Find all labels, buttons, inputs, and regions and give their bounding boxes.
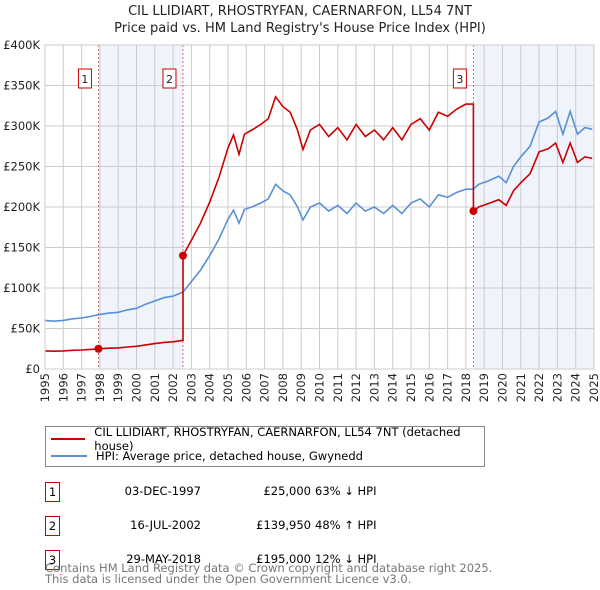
transaction-hpi: 48% ↑ HPI xyxy=(315,518,377,532)
sale-label-box xyxy=(452,68,467,89)
x-tick-label: 2012 xyxy=(349,373,363,402)
legend-swatch-hpi xyxy=(51,455,87,457)
x-tick-label: 2021 xyxy=(514,373,528,402)
footer-licence: This data is licensed under the Open Gov… xyxy=(45,572,412,586)
legend: CIL LLIDIART, RHOSTRYFAN, CAERNARFON, LL… xyxy=(45,425,485,467)
chart-title: CIL LLIDIART, RHOSTRYFAN, CAERNARFON, LL… xyxy=(128,4,472,19)
x-tick-label: 2007 xyxy=(258,373,272,402)
x-tick-label: 2006 xyxy=(239,373,253,402)
x-tick-label: 2019 xyxy=(477,373,491,402)
legend-swatch-property xyxy=(51,438,86,440)
x-tick-label: 2017 xyxy=(441,373,455,402)
transaction-price: £139,950 xyxy=(256,518,311,532)
transaction-date: 29-MAY-2018 xyxy=(126,552,201,566)
legend-label-property: CIL LLIDIART, RHOSTRYFAN, CAERNARFON, LL… xyxy=(94,425,461,453)
plot-area: 1995 1996 1997 1998 1999 2000 2001 2002 2003 2004… xyxy=(3,38,600,402)
x-tick-label: 2018 xyxy=(459,373,473,402)
y-tick-label: £400K xyxy=(3,38,40,52)
transaction-date: 03-DEC-1997 xyxy=(124,484,201,498)
x-tick-label: 1998 xyxy=(93,373,107,402)
x-tick-label: 2004 xyxy=(203,373,217,402)
sale-point xyxy=(94,344,103,353)
x-tick-label: 1995 xyxy=(38,373,52,402)
transaction-hpi: 12% ↓ HPI xyxy=(315,552,377,566)
x-tick-label: 2014 xyxy=(386,373,400,402)
x-tick-label: 2023 xyxy=(550,373,564,402)
sale-label-box xyxy=(77,68,92,89)
sale-label: 2 xyxy=(166,73,173,86)
x-tick-label: 1996 xyxy=(56,373,70,402)
y-tick-label: £300K xyxy=(3,119,40,133)
y-tick-label: £150K xyxy=(3,241,40,255)
x-tick-label: 2000 xyxy=(130,373,144,402)
y-tick-label: £350K xyxy=(3,79,40,93)
x-tick-label: 1999 xyxy=(111,373,125,402)
transaction-date: 16-JUL-2002 xyxy=(130,518,201,532)
x-tick-label: 2001 xyxy=(148,373,162,402)
footer-copyright: Contains HM Land Registry data © Crown c… xyxy=(45,561,493,575)
series-line-property xyxy=(44,95,593,353)
transaction-number: 1 xyxy=(45,482,60,502)
y-tick-label: £200K xyxy=(3,200,40,214)
legend-label-hpi: HPI: Average price, detached house, Gwyn… xyxy=(96,449,363,463)
chart-subtitle: Price paid vs. HM Land Registry's House … xyxy=(114,21,486,36)
sale-point xyxy=(178,251,187,260)
transaction-price: £195,000 xyxy=(256,552,311,566)
x-tick-label: 2020 xyxy=(496,373,510,402)
x-tick-label: 2022 xyxy=(532,373,546,402)
series-line-hpi xyxy=(44,108,593,323)
sale-label-box xyxy=(162,68,177,89)
x-tick-label: 2005 xyxy=(221,373,235,402)
x-tick-label: 1997 xyxy=(75,373,89,402)
y-tick-label: £0 xyxy=(25,362,40,376)
x-tick-label: 2011 xyxy=(331,373,345,402)
sale-point xyxy=(469,207,478,216)
x-tick-label: 2008 xyxy=(276,373,290,402)
y-tick-label: £50K xyxy=(11,322,41,336)
transaction-number: 2 xyxy=(45,516,60,536)
y-tick-label: £250K xyxy=(3,160,40,174)
transaction-number: 3 xyxy=(45,550,60,570)
x-tick-label: 2002 xyxy=(166,373,180,402)
x-tick-label: 2010 xyxy=(313,373,327,402)
transaction-price: £25,000 xyxy=(263,484,311,498)
x-tick-label: 2025 xyxy=(587,373,600,402)
plot-border xyxy=(44,44,595,370)
x-tick-label: 2003 xyxy=(184,373,198,402)
sale-label: 3 xyxy=(456,73,463,86)
sale-label: 1 xyxy=(81,73,88,86)
x-tick-label: 2016 xyxy=(422,373,436,402)
transaction-hpi: 63% ↓ HPI xyxy=(315,484,377,498)
x-tick-label: 2015 xyxy=(404,373,418,402)
x-tick-label: 2013 xyxy=(367,373,381,402)
x-tick-label: 2009 xyxy=(294,373,308,402)
x-tick-label: 2024 xyxy=(569,373,583,402)
y-tick-label: £100K xyxy=(3,281,40,295)
